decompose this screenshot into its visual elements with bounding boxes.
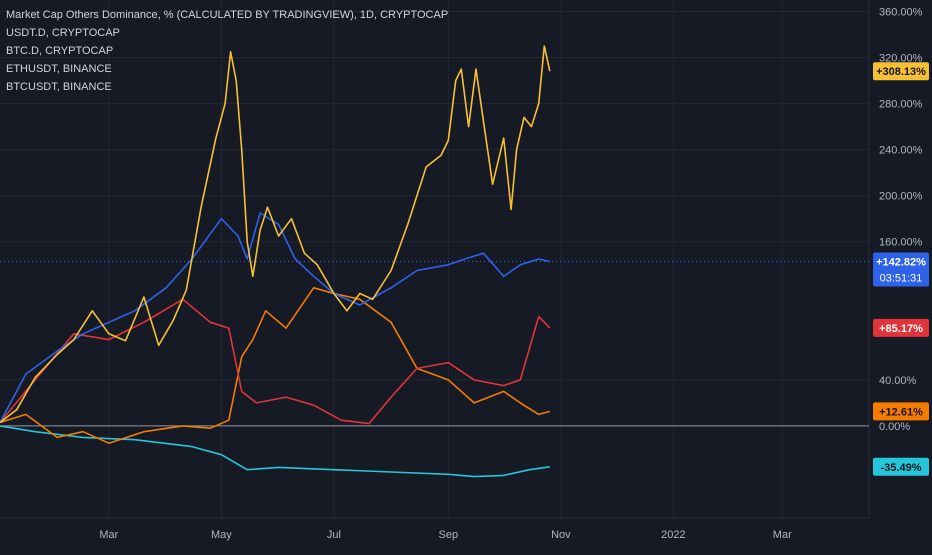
last-value-label: +85.17% bbox=[879, 323, 923, 335]
last-value-badge bbox=[873, 402, 929, 421]
last-value-label: -35.49% bbox=[881, 462, 922, 474]
zero-line-layer bbox=[0, 261, 869, 427]
series-line bbox=[0, 425, 550, 478]
y-axis-ticks: 360.00% 320.00% 280.00% 240.00% 200.00% 160.0… bbox=[879, 7, 923, 433]
series-line bbox=[0, 286, 551, 445]
legend-ethusdt[interactable]: ETHUSDT, BINANCE bbox=[6, 63, 112, 75]
last-value-label: +308.13% bbox=[876, 66, 926, 78]
last-value-badge bbox=[873, 457, 929, 476]
legend-main-title[interactable]: Market Cap Others Dominance, % (CALCULAT… bbox=[6, 9, 449, 21]
y-tick-label: 280.00% bbox=[879, 99, 923, 111]
x-axis-ticks: Mar May Jul Sep Nov 2022 Mar bbox=[99, 529, 792, 541]
x-tick-label: 2022 bbox=[661, 529, 685, 541]
x-tick-label: Sep bbox=[439, 529, 459, 541]
legend-btcusdt[interactable]: BTCUSDT, BINANCE bbox=[6, 81, 112, 93]
last-value-badge bbox=[873, 318, 929, 337]
y-tick-label: 0.00% bbox=[879, 421, 910, 433]
series-layer bbox=[0, 45, 551, 478]
series-line bbox=[0, 45, 551, 424]
chart-legend: Market Cap Others Dominance, % (CALCULAT… bbox=[6, 6, 448, 96]
x-tick-label: Nov bbox=[551, 529, 571, 541]
countdown-label: 03:51:31 bbox=[880, 273, 923, 285]
legend-usdt-dominance[interactable]: USDT.D, CRYPTOCAP bbox=[6, 27, 120, 39]
last-value-label: +12.61% bbox=[879, 406, 923, 418]
y-tick-label: 200.00% bbox=[879, 191, 923, 203]
x-tick-label: Jul bbox=[327, 529, 341, 541]
series-line bbox=[0, 298, 551, 425]
y-tick-label: 320.00% bbox=[879, 53, 923, 65]
legend-btc-dominance[interactable]: BTC.D, CRYPTOCAP bbox=[6, 45, 114, 57]
x-tick-label: May bbox=[211, 529, 232, 541]
y-tick-label: 40.00% bbox=[879, 375, 917, 387]
last-value-label: +142.82% bbox=[876, 257, 926, 269]
y-tick-label: 160.00% bbox=[879, 237, 923, 249]
x-tick-label: Mar bbox=[773, 529, 792, 541]
last-value-labels: +308.13% +142.82% 03:51:31 +85.17% +12.61% -3… bbox=[873, 62, 929, 476]
last-value-badge bbox=[873, 252, 929, 287]
y-tick-label: 360.00% bbox=[879, 7, 923, 19]
y-tick-label: 240.00% bbox=[879, 145, 923, 157]
last-value-badge bbox=[873, 62, 929, 81]
x-tick-label: Mar bbox=[99, 529, 118, 541]
series-line bbox=[0, 212, 550, 423]
